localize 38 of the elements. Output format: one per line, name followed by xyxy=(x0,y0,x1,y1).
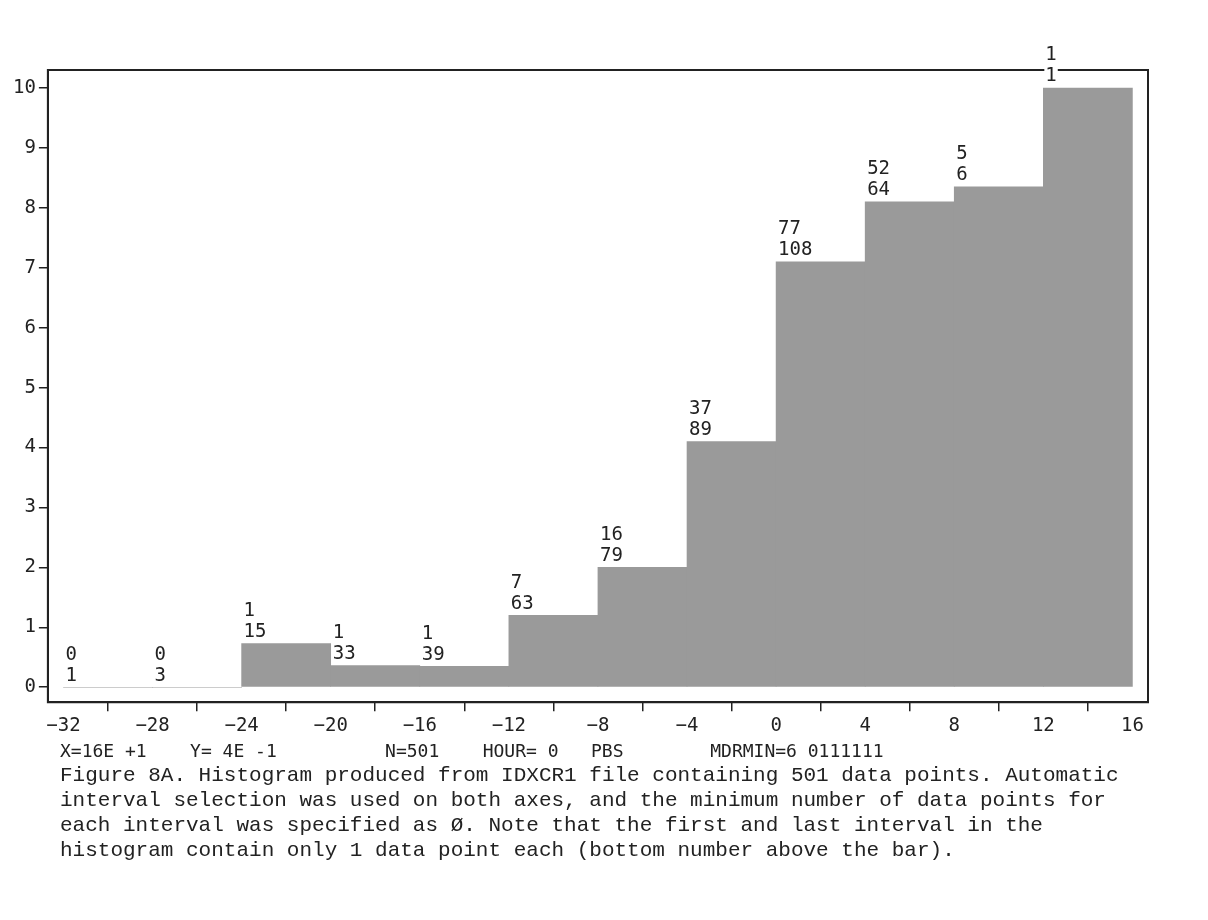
annotation: 0 3 xyxy=(154,641,166,685)
annotation: 16 79 xyxy=(599,521,623,565)
annotation: 7 63 xyxy=(510,569,534,613)
caption: Figure 8A. Histogram produced from IDXCR1 file containing 501 data points. Automatic interval selection was used on both axes, and the minimum number of data points for each interval was specified as Ø. Note that the first and last interval in the histogram contain only 1 data point each (bottom number above the bar). xyxy=(60,763,1120,863)
x-tick-label: 0 xyxy=(770,712,782,735)
annotation: 1 1 xyxy=(1045,42,1057,86)
x-tick-label: −28 xyxy=(135,712,170,735)
y-tick-label: 9 xyxy=(24,134,36,157)
annotation: 1 39 xyxy=(421,620,445,664)
annotation: 37 89 xyxy=(689,395,712,439)
x-tick-label: −16 xyxy=(402,712,437,735)
x-tick-label: 16 xyxy=(1120,712,1144,735)
y-tick-label: 0 xyxy=(24,674,36,697)
x-tick-label: −32 xyxy=(46,712,81,735)
y-tick-label: 6 xyxy=(24,314,36,337)
x-tick-label: −8 xyxy=(586,712,610,735)
annotation: 52 64 xyxy=(867,156,891,200)
text: X=16E +1 Y= 4E -1 N=501 HOUR= 0 PBS MDRMIN=6 0111111 xyxy=(60,740,885,761)
x-tick-label: 8 xyxy=(948,712,960,735)
y-tick-label: 7 xyxy=(24,254,36,277)
y-tick-label: 4 xyxy=(24,434,36,457)
annotation: 5 6 xyxy=(956,141,968,185)
x-tick-label: −12 xyxy=(491,712,527,735)
annotation: 1 33 xyxy=(332,620,356,664)
y-tick-label: 3 xyxy=(24,494,36,517)
y-tick-label: 1 xyxy=(24,614,36,637)
x-tick-label: −20 xyxy=(313,712,348,735)
y-tick-label: 10 xyxy=(12,74,36,97)
x-tick-label: −4 xyxy=(675,712,699,735)
x-tick-label: −24 xyxy=(224,712,259,735)
y-tick-label: 8 xyxy=(24,194,36,217)
annotation: 1 15 xyxy=(243,597,267,641)
annotation: 77 108 xyxy=(778,216,813,260)
y-tick-label: 2 xyxy=(24,554,36,577)
y-tick-label: 5 xyxy=(24,374,36,397)
annotation: 0 1 xyxy=(65,641,77,685)
x-tick-label: 12 xyxy=(1031,712,1055,735)
x-tick-label: 4 xyxy=(859,712,871,735)
